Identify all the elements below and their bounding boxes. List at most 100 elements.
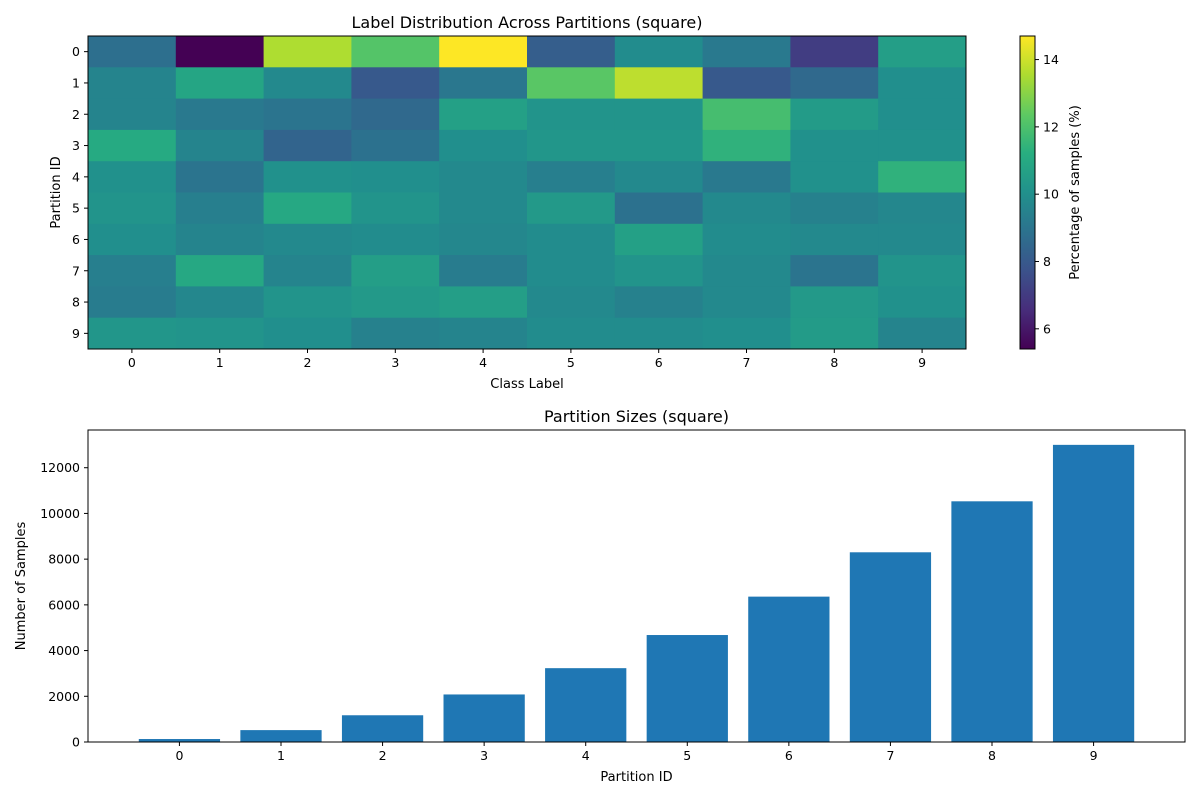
bar-x-tick-label: 3 bbox=[480, 748, 488, 763]
heatmap-cell bbox=[88, 161, 177, 193]
heatmap-cell bbox=[351, 161, 440, 193]
heatmap-frame bbox=[87, 35, 967, 350]
bar-x-tick-label: 2 bbox=[379, 748, 387, 763]
heatmap-cell bbox=[263, 192, 352, 225]
heatmap-cell bbox=[527, 36, 616, 68]
heatmap-y-tick-label: 9 bbox=[72, 326, 80, 341]
heatmap-cell bbox=[702, 161, 791, 193]
heatmap-cell bbox=[175, 223, 265, 256]
heatmap-y-tick-label: 8 bbox=[72, 295, 80, 310]
heatmap-cells bbox=[88, 36, 967, 350]
heatmap-cell bbox=[790, 286, 879, 319]
colorbar-tick-label: 12 bbox=[1043, 119, 1059, 134]
bar-y-tick-label: 6000 bbox=[48, 597, 80, 612]
heatmap-cell bbox=[439, 192, 528, 225]
heatmap-cell bbox=[263, 161, 352, 193]
heatmap-cell bbox=[351, 317, 440, 350]
bar bbox=[849, 552, 932, 742]
heatmap-cell bbox=[88, 192, 177, 225]
heatmap-cell bbox=[351, 36, 440, 68]
heatmap-cell bbox=[790, 67, 879, 100]
heatmap-cell bbox=[878, 255, 967, 287]
heatmap-title: Label Distribution Across Partitions (sq… bbox=[351, 13, 702, 32]
heatmap-x-tick-label: 3 bbox=[391, 355, 399, 370]
heatmap-y-tick-label: 1 bbox=[72, 75, 80, 90]
heatmap-cell bbox=[263, 36, 352, 68]
heatmap-cell bbox=[263, 286, 352, 319]
heatmap-cell bbox=[790, 98, 879, 131]
heatmap-panel: Label Distribution Across Partitions (sq… bbox=[49, 13, 967, 392]
heatmap-cell bbox=[88, 255, 177, 287]
heatmap-cell bbox=[351, 67, 440, 100]
heatmap-cell bbox=[175, 67, 265, 100]
bar bbox=[341, 715, 424, 742]
heatmap-cell bbox=[527, 67, 616, 100]
heatmap-x-tick-label: 5 bbox=[567, 355, 575, 370]
colorbar-gradient bbox=[1019, 35, 1036, 350]
bar-y-tick-label: 2000 bbox=[48, 689, 80, 704]
heatmap-cell bbox=[702, 36, 791, 68]
heatmap-y-tick-label: 2 bbox=[72, 107, 80, 122]
heatmap-cell bbox=[439, 223, 528, 256]
heatmap-cell bbox=[88, 98, 177, 131]
heatmap-cell bbox=[263, 223, 352, 256]
heatmap-cell bbox=[175, 286, 265, 319]
heatmap-cell bbox=[439, 67, 528, 100]
heatmap-x-tick-label: 6 bbox=[655, 355, 663, 370]
heatmap-cell bbox=[439, 255, 528, 287]
bar bbox=[138, 739, 221, 742]
heatmap-cell bbox=[88, 129, 177, 162]
heatmap-cell bbox=[702, 98, 791, 131]
heatmap-cell bbox=[790, 129, 879, 162]
heatmap-y-tick-label: 6 bbox=[72, 232, 80, 247]
colorbar-tick-label: 6 bbox=[1043, 321, 1051, 336]
heatmap-cell bbox=[351, 129, 440, 162]
colorbar-tick-label: 14 bbox=[1043, 52, 1059, 67]
heatmap-cell bbox=[527, 223, 616, 256]
heatmap-cell bbox=[175, 129, 265, 162]
heatmap-y-tick-label: 4 bbox=[72, 169, 80, 184]
heatmap-cell bbox=[351, 223, 440, 256]
heatmap-cell bbox=[878, 129, 967, 162]
heatmap-cell bbox=[88, 67, 177, 100]
heatmap-cell bbox=[790, 255, 879, 287]
heatmap-cell bbox=[439, 129, 528, 162]
heatmap-cell bbox=[527, 255, 616, 287]
colorbar-label: Percentage of samples (%) bbox=[1068, 105, 1083, 280]
heatmap-cell bbox=[614, 161, 704, 193]
bar bbox=[1052, 444, 1135, 742]
heatmap-cell bbox=[88, 317, 177, 350]
heatmap-cell bbox=[263, 129, 352, 162]
heatmap-x-tick-label: 8 bbox=[830, 355, 838, 370]
heatmap-cell bbox=[790, 223, 879, 256]
heatmap-cell bbox=[878, 36, 967, 68]
heatmap-cell bbox=[702, 223, 791, 256]
heatmap-cell bbox=[263, 255, 352, 287]
bar bbox=[646, 635, 728, 742]
bar-x-ticks: 0 1 2 3 4 5 6 7 8 9 bbox=[175, 742, 1098, 763]
heatmap-cell bbox=[439, 98, 528, 131]
heatmap-cell bbox=[351, 192, 440, 225]
heatmap-cell bbox=[702, 129, 791, 162]
heatmap-cell bbox=[878, 192, 967, 225]
bar-y-tick-label: 12000 bbox=[40, 460, 80, 475]
bar-x-tick-label: 4 bbox=[582, 748, 590, 763]
heatmap-cell bbox=[702, 286, 791, 319]
heatmap-x-axis-label: Class Label bbox=[490, 377, 563, 392]
colorbar-tick-label: 8 bbox=[1043, 254, 1051, 269]
heatmap-cell bbox=[790, 161, 879, 193]
heatmap-cell bbox=[439, 317, 528, 350]
bar-y-tick-label: 4000 bbox=[48, 643, 80, 658]
heatmap-y-tick-label: 0 bbox=[72, 44, 80, 59]
heatmap-cell bbox=[614, 286, 704, 319]
heatmap-cell bbox=[88, 223, 177, 256]
heatmap-cell bbox=[263, 317, 352, 350]
heatmap-cell bbox=[88, 36, 177, 68]
heatmap-cell bbox=[614, 36, 704, 68]
heatmap-cell bbox=[614, 129, 704, 162]
heatmap-cell bbox=[175, 36, 265, 68]
colorbar-ticks: 6 8 10 12 14 bbox=[1035, 52, 1059, 336]
heatmap-cell bbox=[527, 161, 616, 193]
heatmap-cell bbox=[702, 255, 791, 287]
